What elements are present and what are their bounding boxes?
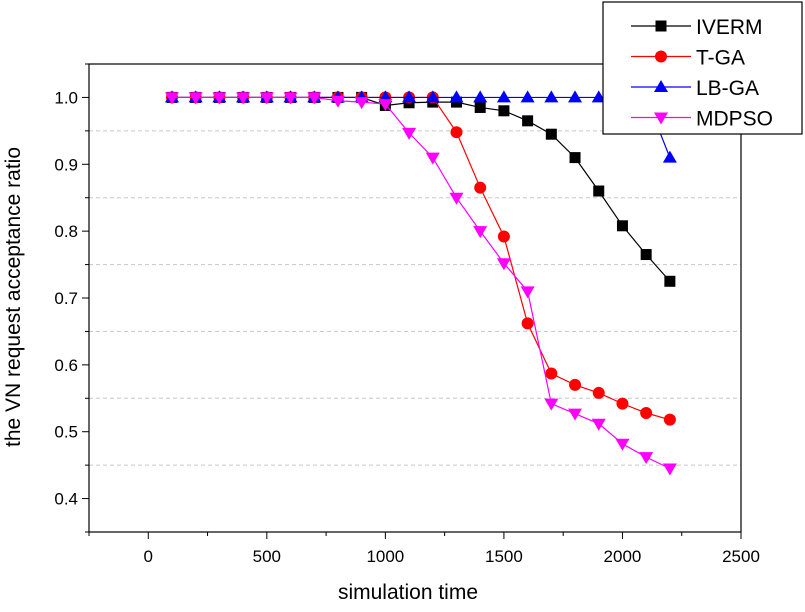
series-mdpso: [164, 92, 677, 476]
data-point-t-ga: [497, 230, 510, 243]
data-point-lb-ga: [662, 150, 677, 163]
data-point-mdpso: [236, 92, 251, 105]
y-tick-label: 1.0: [54, 88, 78, 107]
data-point-mdpso: [307, 92, 322, 105]
series-iverm: [166, 91, 676, 287]
y-tick-label: 0.7: [54, 289, 78, 308]
data-point-lb-ga: [402, 90, 417, 103]
legend-item-mdpso: MDPSO: [631, 108, 773, 131]
data-point-lb-ga: [520, 90, 535, 103]
legend: IVERM T-GA LB-GA MDPSO: [602, 1, 803, 135]
data-point-mdpso: [449, 192, 464, 205]
data-point-mdpso: [520, 286, 535, 299]
data-point-iverm: [616, 220, 628, 232]
data-point-t-ga: [616, 397, 629, 410]
legend-box: [602, 1, 803, 135]
data-point-mdpso: [568, 408, 583, 421]
data-point-lb-ga: [473, 90, 488, 103]
legend-label-lb-ga: LB-GA: [696, 77, 759, 100]
data-point-mdpso: [330, 95, 345, 108]
data-point-t-ga: [569, 378, 582, 391]
data-point-mdpso: [212, 92, 227, 105]
legend-item-t-ga: T-GA: [631, 47, 745, 70]
legend-marker-t-ga: [655, 50, 667, 63]
data-point-mdpso: [496, 258, 511, 271]
data-point-lb-ga: [568, 90, 583, 103]
legend-label-mdpso: MDPSO: [696, 108, 773, 131]
x-tick-label: 500: [253, 547, 281, 566]
data-point-t-ga: [450, 126, 463, 139]
series-line-mdpso: [171, 96, 671, 470]
x-tick-label: 1000: [366, 547, 404, 566]
data-point-t-ga: [545, 367, 558, 380]
grid-layer: [89, 130, 741, 466]
data-point-mdpso: [378, 99, 393, 112]
data-point-mdpso: [473, 226, 488, 239]
series-t-ga: [165, 91, 676, 426]
data-point-lb-ga: [425, 90, 440, 103]
data-point-t-ga: [521, 317, 534, 330]
data-point-lb-ga: [496, 90, 511, 103]
data-point-mdpso: [425, 152, 440, 165]
data-point-iverm: [522, 115, 534, 127]
y-axis-label: the VN request acceptance ratio: [2, 147, 25, 447]
data-point-mdpso: [591, 418, 606, 431]
data-point-iverm: [664, 275, 676, 287]
y-tick-label: 0.4: [54, 490, 78, 509]
y-tick-label: 0.9: [54, 155, 78, 174]
data-point-t-ga: [640, 406, 653, 419]
legend-item-iverm: IVERM: [631, 16, 763, 39]
data-point-mdpso: [402, 127, 417, 140]
data-point-mdpso: [662, 463, 677, 476]
x-tick-label: 2500: [722, 547, 760, 566]
legend-label-iverm: IVERM: [696, 16, 763, 39]
y-tick-label: 0.8: [54, 222, 78, 241]
data-point-lb-ga: [544, 90, 559, 103]
data-point-t-ga: [474, 181, 487, 194]
data-point-iverm: [569, 152, 581, 164]
data-point-mdpso: [259, 92, 274, 105]
legend-marker-iverm: [655, 20, 667, 32]
data-point-iverm: [474, 101, 486, 113]
x-tick-label: 0: [144, 547, 153, 566]
legend-marker-mdpso: [654, 112, 668, 125]
axes-layer: 0 500 1000 1500 2000 2500 0.4 0.5 0.6 0.7 0.8 0.9 1.…: [54, 63, 760, 566]
legend-marker-lb-ga: [654, 80, 668, 92]
data-point-iverm: [593, 185, 605, 197]
data-point-iverm: [545, 128, 557, 140]
data-point-t-ga: [663, 413, 676, 426]
legend-label-t-ga: T-GA: [696, 47, 745, 70]
data-point-mdpso: [639, 452, 654, 465]
data-point-mdpso: [544, 398, 559, 411]
y-tick-label: 0.5: [54, 423, 78, 442]
data-point-t-ga: [592, 386, 605, 399]
x-tick-label: 2000: [604, 547, 642, 566]
data-point-iverm: [640, 249, 652, 261]
y-tick-label: 0.6: [54, 356, 78, 375]
data-point-mdpso: [615, 438, 630, 451]
series-line-lb-ga: [171, 96, 671, 158]
series-layer: [164, 90, 677, 476]
x-tick-label: 1500: [485, 547, 523, 566]
data-point-mdpso: [283, 92, 298, 105]
data-point-mdpso: [188, 92, 203, 105]
data-point-lb-ga: [591, 90, 606, 103]
data-point-lb-ga: [449, 90, 464, 103]
x-axis-label: simulation time: [338, 581, 478, 604]
data-point-iverm: [498, 105, 510, 117]
data-point-mdpso: [164, 92, 179, 105]
legend-item-lb-ga: LB-GA: [631, 77, 759, 100]
data-point-mdpso: [354, 97, 369, 110]
